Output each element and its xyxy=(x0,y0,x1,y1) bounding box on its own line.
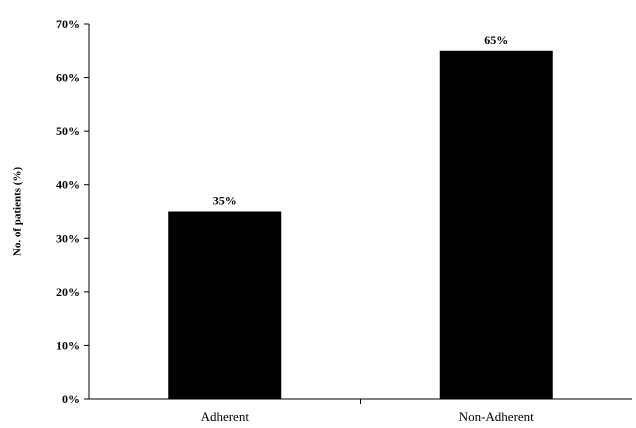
y-tick-label: 30% xyxy=(56,231,80,245)
y-tick-label: 0% xyxy=(62,392,80,406)
y-tick-label: 70% xyxy=(56,17,80,31)
x-category-label: Non-Adherent xyxy=(459,409,534,424)
category-labels-group: Adherent Non-Adherent xyxy=(201,399,534,424)
y-axis-ticks: 0% 10% 20% 30% 40% 50% 60% 70% xyxy=(56,17,89,406)
x-category-label: Adherent xyxy=(201,409,250,424)
y-tick-label: 40% xyxy=(56,178,80,192)
bar-value-label: 35% xyxy=(213,194,237,208)
y-tick-label: 60% xyxy=(56,71,80,85)
bar-value-label: 65% xyxy=(484,33,508,47)
y-tick-label: 20% xyxy=(56,285,80,299)
bars-group xyxy=(168,50,553,400)
y-tick-label: 50% xyxy=(56,124,80,138)
bar-non-adherent xyxy=(439,50,553,400)
y-axis-title: No. of patients (%) xyxy=(12,167,24,257)
y-tick-label: 10% xyxy=(56,338,80,352)
bar-adherent xyxy=(168,211,282,399)
data-labels-group: 35% 65% xyxy=(213,33,509,208)
